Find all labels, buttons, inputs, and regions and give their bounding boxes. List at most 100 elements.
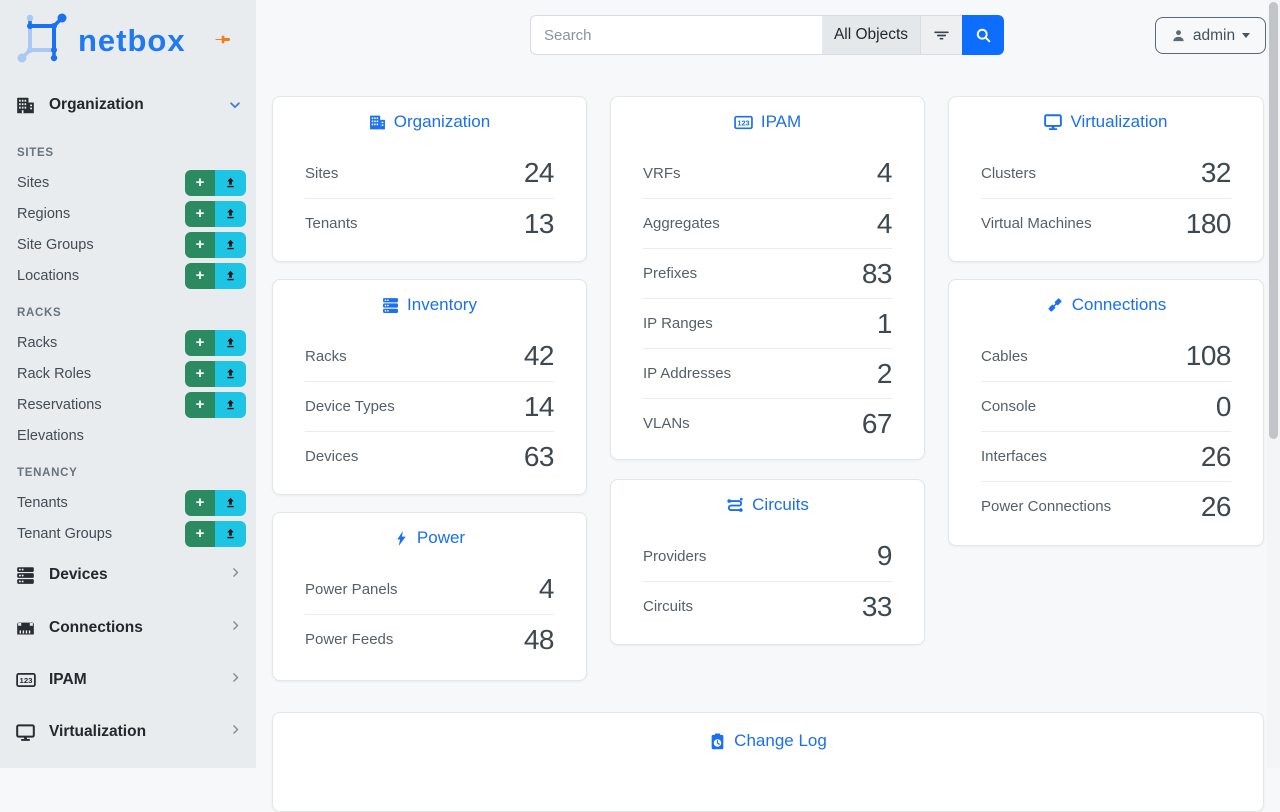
stat-label: Device Types [305, 398, 395, 415]
sidebar-item-label[interactable]: Reservations [17, 397, 102, 413]
import-button[interactable] [215, 263, 246, 289]
stat-value[interactable]: 180 [1185, 207, 1232, 239]
stat-value[interactable]: 26 [1200, 490, 1232, 522]
sidebar-item-connections[interactable]: Connections [16, 613, 242, 643]
stat-value[interactable]: 4 [538, 573, 555, 604]
stat-value[interactable]: 32 [1200, 157, 1232, 188]
stat-value[interactable]: 24 [523, 157, 555, 188]
card-organization-title[interactable]: Organization [273, 110, 586, 134]
import-button[interactable] [215, 361, 246, 387]
import-button[interactable] [215, 170, 246, 196]
card-inventory-title[interactable]: Inventory [273, 293, 586, 317]
netbox-logo-icon [16, 12, 68, 69]
sidebar-section-organization[interactable]: Organization [16, 92, 242, 118]
netbox-logo[interactable]: netbox [16, 12, 186, 69]
add-button[interactable]: + [185, 490, 215, 516]
monitor-icon [16, 722, 36, 742]
stat-value[interactable]: 108 [1185, 340, 1232, 371]
stat-label: Aggregates [643, 215, 720, 232]
pin-sidebar-icon[interactable] [212, 29, 232, 49]
stat-value[interactable]: 0 [1215, 390, 1232, 422]
sidebar-item-ipam[interactable]: 123 IPAM [16, 665, 242, 695]
counter-icon: 123 [16, 670, 36, 690]
stat-row: Console 0 [981, 381, 1232, 431]
upload-icon [227, 208, 234, 219]
add-button[interactable]: + [185, 361, 215, 387]
stat-value[interactable]: 9 [876, 540, 893, 571]
sidebar: netbox Organi [0, 0, 256, 768]
add-button[interactable]: + [185, 330, 215, 356]
stat-label: Circuits [643, 598, 694, 615]
card-virtualization-title[interactable]: Virtualization [949, 110, 1263, 134]
card-ipam-title[interactable]: 123 IPAM [611, 110, 924, 134]
card-circuits-title[interactable]: Circuits [611, 493, 924, 517]
search-button[interactable] [962, 15, 1004, 55]
stat-value[interactable]: 13 [523, 207, 555, 239]
sidebar-item-label[interactable]: Racks [17, 335, 58, 351]
stat-value[interactable]: 14 [523, 390, 555, 422]
sidebar-item-tenant-groups: Tenant Groups + [17, 521, 246, 547]
stat-value[interactable]: 4 [876, 207, 893, 239]
add-button[interactable]: + [185, 263, 215, 289]
card-inventory: Inventory Racks 42 Device Types 14 Devic… [272, 279, 587, 495]
add-button[interactable]: + [185, 521, 215, 547]
import-button[interactable] [215, 490, 246, 516]
add-button[interactable]: + [185, 232, 215, 258]
sidebar-item-label[interactable]: Rack Roles [17, 366, 92, 382]
add-button[interactable]: + [185, 201, 215, 227]
add-button[interactable]: + [185, 170, 215, 196]
stat-value[interactable]: 83 [861, 257, 893, 289]
stat-value[interactable]: 33 [861, 590, 893, 622]
stat-value[interactable]: 42 [523, 340, 555, 371]
card-rows: Sites 24 Tenants 13 [273, 148, 586, 248]
user-menu-button[interactable]: admin [1155, 17, 1266, 54]
sidebar-item-virtualization[interactable]: Virtualization [16, 717, 242, 747]
stat-value[interactable]: 67 [861, 407, 893, 439]
import-button[interactable] [215, 330, 246, 356]
card-virtualization: Virtualization Clusters 32 Virtual Machi… [948, 96, 1264, 262]
add-button[interactable]: + [185, 392, 215, 418]
stat-label: IP Ranges [643, 315, 713, 332]
card-connections-title[interactable]: Connections [949, 293, 1263, 317]
import-button[interactable] [215, 201, 246, 227]
stat-value[interactable]: 1 [876, 307, 893, 339]
upload-icon [227, 239, 234, 250]
card-title-label: Inventory [407, 295, 477, 314]
stat-row: Virtual Machines 180 [981, 198, 1232, 248]
import-button[interactable] [215, 521, 246, 547]
sidebar-item-label[interactable]: Sites [17, 175, 50, 191]
card-changelog-title[interactable]: Change Log [273, 729, 1263, 753]
card-circuits: Circuits Providers 9 Circuits 33 [610, 479, 925, 645]
person-icon [1173, 30, 1184, 42]
card-title-label: Virtualization [1070, 112, 1168, 131]
sidebar-item-devices[interactable]: Devices [16, 560, 242, 590]
stat-value[interactable]: 26 [1200, 440, 1232, 472]
sidebar-item-label[interactable]: Site Groups [17, 237, 94, 253]
card-rows: Cables 108 Console 0 Interfaces 26 Power… [949, 331, 1263, 531]
filter-button[interactable] [920, 15, 962, 55]
sidebar-item-elevations: Elevations [17, 423, 246, 449]
stat-value[interactable]: 48 [523, 623, 555, 655]
sidebar-item-label[interactable]: Regions [17, 206, 71, 222]
sidebar-section-label: Organization [49, 96, 144, 113]
cable-icon [1048, 298, 1062, 312]
stat-row: Providers 9 [643, 531, 893, 581]
sidebar-item-rack-roles: Rack Roles + [17, 361, 246, 387]
sidebar-item-label[interactable]: Tenant Groups [17, 526, 113, 542]
card-title-label: IPAM [760, 112, 802, 131]
stat-value[interactable]: 63 [523, 440, 555, 472]
page-scrollbar-thumb[interactable] [1269, 2, 1278, 439]
stat-value[interactable]: 2 [876, 357, 893, 389]
import-button[interactable] [215, 392, 246, 418]
search-scope-select[interactable]: All Objects [822, 15, 920, 55]
sidebar-item-label[interactable]: Locations [17, 268, 80, 284]
search-input[interactable] [530, 15, 822, 55]
stat-value[interactable]: 4 [876, 157, 893, 188]
card-power-title[interactable]: Power [273, 526, 586, 550]
sidebar-item-label[interactable]: Tenants [17, 495, 68, 511]
import-button[interactable] [215, 232, 246, 258]
stat-row: Interfaces 26 [981, 431, 1232, 481]
stat-row: VLANs 67 [643, 398, 893, 448]
sidebar-item-label[interactable]: Elevations [17, 428, 84, 444]
sidebar-item-label: Connections [49, 619, 143, 636]
